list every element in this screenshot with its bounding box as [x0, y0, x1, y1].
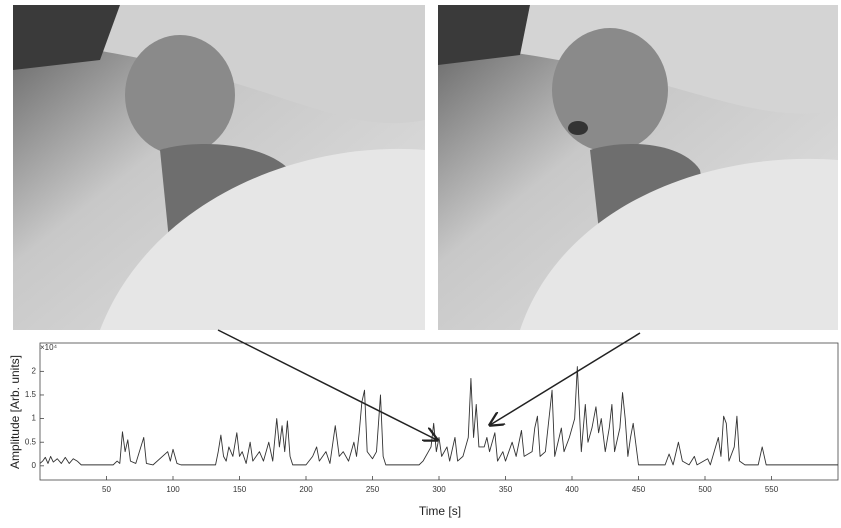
plot-frame — [39, 342, 839, 481]
x-tick-label: 550 — [765, 485, 779, 494]
photo-left — [13, 5, 425, 330]
arrow — [217, 329, 437, 440]
y-tick-label: 1 — [32, 414, 37, 423]
y-tick-label: 0 — [32, 461, 37, 470]
x-tick-label: 250 — [366, 485, 380, 494]
y-tick-label: 0.5 — [25, 437, 37, 446]
photo-right — [438, 5, 838, 330]
x-axis-title: Time [s] — [419, 504, 461, 518]
x-tick-label: 50 — [102, 485, 111, 494]
x-tick-label: 200 — [299, 485, 313, 494]
y-axis-title: Amplitude [Arb. units] — [8, 355, 22, 469]
x-tick-label: 100 — [166, 485, 180, 494]
x-tick-label: 350 — [499, 485, 513, 494]
y-multiplier: ×10⁴ — [40, 343, 58, 352]
x-tick-label: 150 — [233, 485, 247, 494]
x-tick-label: 400 — [565, 485, 579, 494]
y-tick-label: 1.5 — [25, 390, 37, 399]
x-tick-label: 300 — [432, 485, 446, 494]
y-tick-label: 2 — [32, 366, 37, 375]
x-tick-label: 450 — [632, 485, 646, 494]
arrow — [490, 332, 641, 425]
x-tick-label: 500 — [698, 485, 712, 494]
